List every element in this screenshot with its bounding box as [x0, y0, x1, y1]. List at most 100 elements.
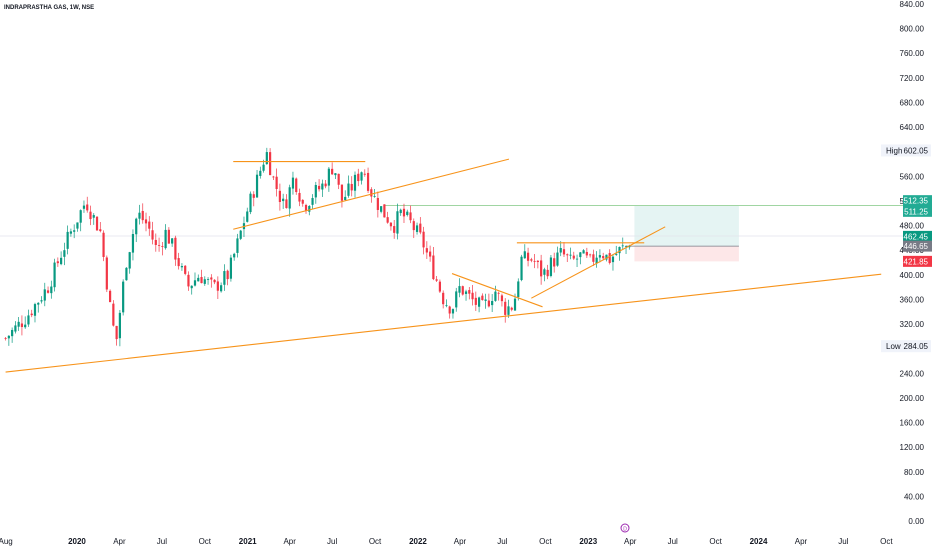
- y-tick-label: 120.00: [900, 443, 925, 452]
- candle-body: [164, 229, 167, 249]
- candle-body: [487, 300, 490, 307]
- candle-body: [380, 206, 383, 212]
- candle-body: [464, 291, 468, 294]
- hl-badge: [881, 340, 931, 353]
- candle-body: [220, 285, 223, 292]
- candle-body: [56, 261, 59, 264]
- price-badge: [903, 195, 932, 207]
- candle-body: [66, 231, 69, 249]
- y-tick-label: 800.00: [900, 25, 925, 34]
- candle-body: [200, 277, 203, 284]
- candle-body: [184, 265, 187, 274]
- candle-body: [559, 248, 562, 253]
- x-tick-label: Oct: [880, 537, 893, 546]
- x-tick-label: Oct: [199, 537, 212, 546]
- time-axis[interactable]: Aug 2020 Apr Jul Oct 2021 Apr Jul Oct 2022 Apr Jul O…: [0, 537, 893, 546]
- candle-body: [187, 274, 190, 287]
- candle-body: [171, 238, 174, 244]
- target-zone: [634, 205, 739, 247]
- candle-body: [275, 176, 278, 190]
- candle-body: [360, 172, 363, 181]
- candle-body: [575, 258, 579, 260]
- candle-body: [203, 279, 206, 284]
- price-badge: [903, 255, 932, 267]
- candle-body: [566, 254, 569, 256]
- candle-body: [177, 258, 180, 267]
- x-tick-label: 2022: [409, 537, 427, 546]
- candle-body: [14, 325, 17, 332]
- candle-body: [167, 229, 170, 244]
- candle-body: [317, 185, 321, 190]
- hl-badge: [881, 144, 931, 157]
- candle-body: [144, 219, 148, 224]
- hl-badge-value: 284.05: [904, 342, 929, 351]
- candle-body: [344, 196, 347, 201]
- y-tick-label: 480.00: [900, 222, 925, 231]
- candle-body: [366, 172, 370, 191]
- candle-body: [69, 231, 73, 234]
- price-badge-value: 421.85: [904, 257, 929, 266]
- candle-body: [112, 303, 115, 326]
- candle-body: [520, 256, 523, 281]
- candle-body: [40, 300, 43, 302]
- candle-body: [295, 178, 298, 193]
- candle-body: [425, 248, 428, 253]
- candle-body: [229, 257, 233, 279]
- candle-body: [605, 254, 608, 260]
- candle-body: [628, 246, 631, 248]
- candle-body: [500, 295, 504, 302]
- trend-lines[interactable]: [5, 158, 882, 373]
- y-tick-label: 400.00: [900, 271, 925, 280]
- price-badge: [903, 240, 932, 252]
- candle-body: [497, 292, 500, 294]
- candle-body: [60, 257, 63, 265]
- hl-badge-label: High: [886, 146, 902, 155]
- candle-body: [180, 266, 184, 268]
- y-tick-label: 40.00: [904, 492, 925, 501]
- x-tick-label: 2024: [750, 537, 768, 546]
- candle-body: [507, 306, 510, 315]
- x-tick-label: Apr: [624, 537, 637, 546]
- x-tick-label: Jul: [838, 537, 848, 546]
- candle-body: [278, 190, 281, 203]
- candle-body: [272, 176, 275, 178]
- candle-body: [24, 324, 27, 328]
- long-position-tool[interactable]: [626, 205, 739, 262]
- candle-body: [357, 173, 360, 182]
- candle-body: [399, 209, 402, 214]
- y-tick-label: 840.00: [900, 0, 925, 9]
- y-tick-label: 80.00: [904, 468, 925, 477]
- candle-body: [255, 174, 259, 198]
- candle-body: [383, 204, 386, 218]
- hl-badge-label: Low: [886, 342, 901, 351]
- trend-line: [531, 226, 666, 299]
- candle-body: [288, 187, 291, 209]
- candle-body: [543, 269, 546, 275]
- candle-body: [174, 237, 177, 260]
- candle-body: [402, 208, 406, 217]
- candle-body: [105, 257, 108, 290]
- y-tick-label: 760.00: [900, 49, 925, 58]
- candle-body: [327, 168, 330, 186]
- candle-body: [412, 221, 415, 231]
- x-tick-label: Apr: [795, 537, 808, 546]
- event-marker-icon[interactable]: D: [620, 523, 630, 533]
- candle-body: [438, 281, 442, 292]
- x-tick-label: Oct: [709, 537, 722, 546]
- candle-body: [43, 289, 46, 301]
- candle-body: [122, 281, 125, 313]
- candle-body: [595, 257, 598, 264]
- candle-body: [585, 251, 588, 256]
- candle-body: [95, 216, 99, 231]
- candle-body: [592, 254, 595, 262]
- candle-body: [213, 279, 216, 283]
- candle-body: [435, 279, 438, 281]
- candle-body: [451, 309, 455, 314]
- candle-body: [233, 253, 236, 258]
- candle-body: [484, 299, 487, 301]
- candle-body: [115, 325, 118, 340]
- candle-body: [216, 281, 219, 291]
- candle-body: [448, 306, 451, 314]
- candle-body: [82, 205, 86, 209]
